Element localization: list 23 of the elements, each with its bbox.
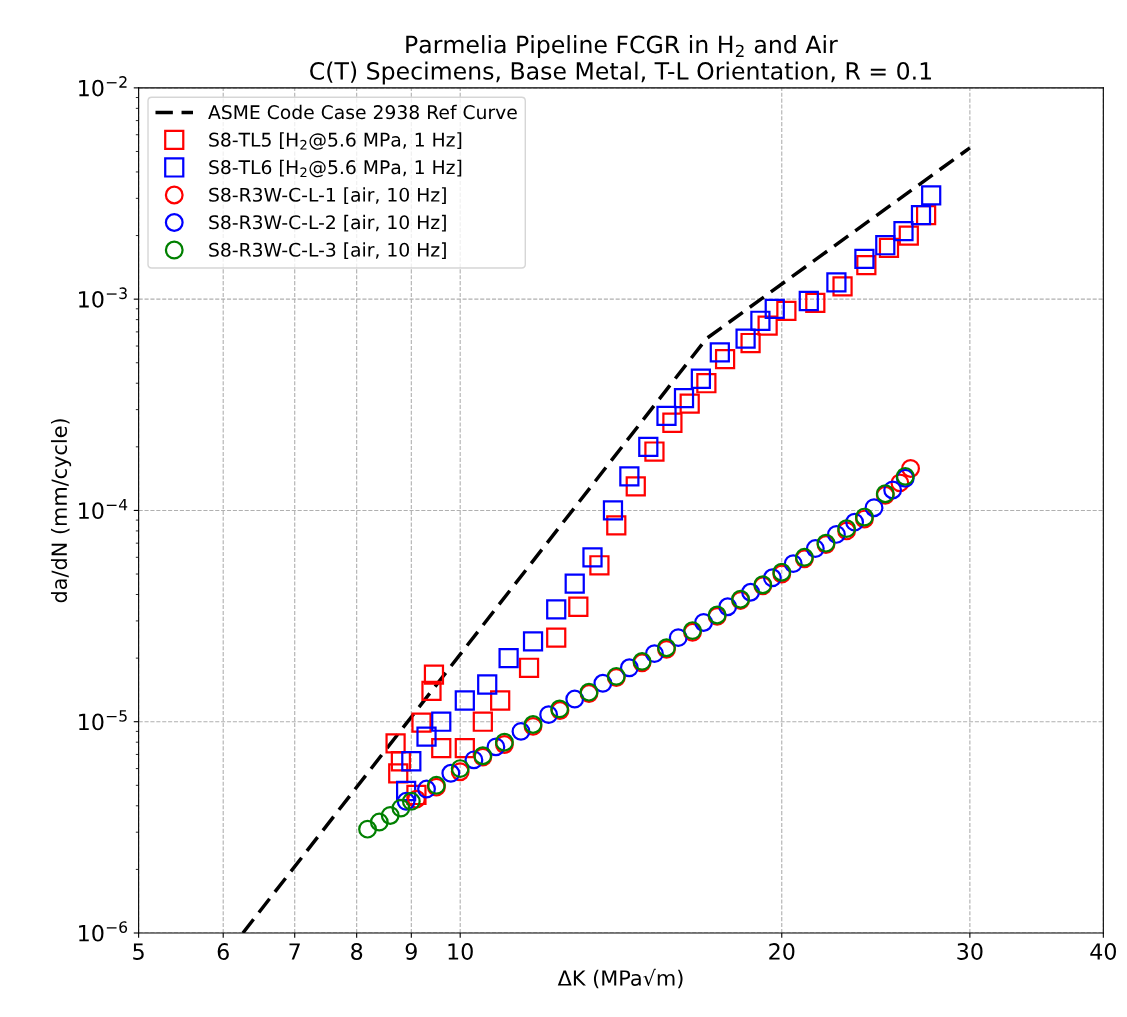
x-tick-label: 6 (217, 943, 229, 960)
y-tick-label: 10$^{−6}$ (79, 921, 128, 942)
x-axis-title: ΔK (MPa√m) (557, 968, 683, 989)
legend-label: ASME Code Case 2938 Ref Curve (208, 104, 517, 120)
x-tick-label: 20 (769, 943, 795, 960)
y-tick-label: 10$^{−5}$ (79, 710, 127, 731)
x-tick-label: 8 (351, 943, 363, 960)
x-tick-label: 7 (289, 943, 300, 960)
legend-label: S8-TL5 [H$_{2}$@5.6 MPa, 1 Hz] (209, 132, 462, 150)
chart-title: Parmelia Pipeline FCGR in H$_{2}$ and Air C(T) Specimens, Base Metal, T-L Orientation, R = 0.1 (310, 35, 931, 85)
x-tick-label: 40 (1090, 943, 1116, 960)
legend-label: S8-R3W-C-L-1 [air, 10 Hz] (209, 187, 446, 205)
y-tick-label: 10$^{−2}$ (79, 76, 127, 97)
y-tick-label: 10$^{−3}$ (79, 287, 127, 308)
legend-label: S8-TL6 [H$_{2}$@5.6 MPa, 1 Hz] (209, 159, 462, 178)
legend-label: S8-R3W-C-L-2 [air, 10 Hz] (209, 214, 446, 232)
y-axis-title: da/dN (mm/cycle) (50, 419, 72, 603)
x-tick-label: 9 (405, 943, 417, 960)
legend-label: S8-R3W-C-L-3 [air, 10 Hz] (209, 242, 446, 260)
y-tick-label: 10$^{−4}$ (79, 498, 128, 520)
x-tick-label: 10 (448, 943, 473, 960)
x-tick-label: 5 (133, 943, 144, 960)
x-tick-label: 30 (957, 943, 983, 960)
